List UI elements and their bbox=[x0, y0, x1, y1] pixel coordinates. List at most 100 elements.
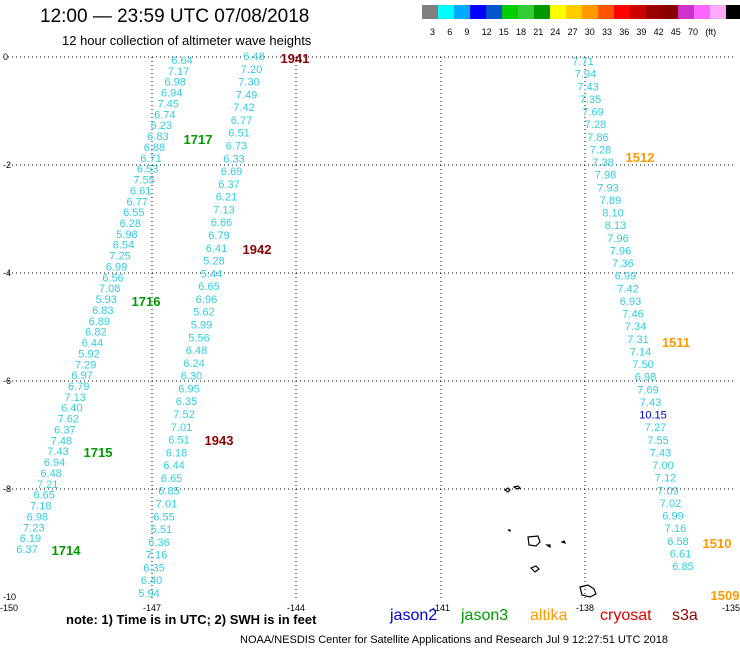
swh-value-label: 7.38 bbox=[592, 157, 613, 169]
pass-time-label: 1717 bbox=[184, 132, 213, 147]
swh-value-label: 7.20 bbox=[241, 64, 262, 76]
footer-credit: NOAA/NESDIS Center for Satellite Applica… bbox=[240, 634, 669, 646]
y-tick-label: -6 bbox=[3, 376, 11, 386]
legend-label: 70 bbox=[688, 27, 699, 37]
swh-value-label: 7.12 bbox=[655, 473, 676, 485]
swh-value-label: 7.01 bbox=[156, 499, 177, 511]
swh-value-label: 6.53 bbox=[137, 164, 158, 176]
swh-value-label: 7.96 bbox=[610, 245, 631, 257]
satellite-label-cryosat: cryosat bbox=[600, 607, 652, 624]
swh-value-label: 6.65 bbox=[161, 473, 182, 485]
swh-value-label: 6.94 bbox=[44, 457, 65, 469]
swh-value-label: 6.51 bbox=[168, 435, 189, 447]
swh-value-label: 7.89 bbox=[600, 195, 621, 207]
swh-value-label: 6.89 bbox=[89, 316, 110, 328]
swh-value-label: 6.71 bbox=[140, 153, 161, 165]
legend-label: 27 bbox=[567, 27, 578, 37]
chart-subtitle: 12 hour collection of altimeter wave hei… bbox=[62, 33, 312, 48]
satellite-label-jason2: jason2 bbox=[390, 607, 438, 624]
swh-value-label: 7.00 bbox=[652, 460, 673, 472]
swh-value-label: 6.37 bbox=[54, 424, 75, 436]
swh-value-label: 6.66 bbox=[211, 217, 232, 229]
legend-label: 45 bbox=[670, 27, 681, 37]
swh-value-label: 7.55 bbox=[133, 175, 154, 187]
swh-value-label: 6.83 bbox=[147, 131, 168, 143]
swh-value-label: 10.15 bbox=[639, 410, 667, 422]
swh-value-label: 7.23 bbox=[23, 522, 44, 534]
swh-value-label: 7.52 bbox=[173, 409, 194, 421]
pass-time-label: 1510 bbox=[703, 536, 732, 551]
swh-value-label: 6.99 bbox=[662, 511, 683, 523]
swh-value-label: 7.09 bbox=[657, 485, 678, 497]
swh-value-label: 7.34 bbox=[625, 321, 646, 333]
swh-value-label: 6.93 bbox=[620, 296, 641, 308]
swh-value-label: 6.99 bbox=[106, 261, 127, 273]
swh-value-label: 6.23 bbox=[151, 120, 172, 132]
swh-value-label: 7.16 bbox=[146, 550, 167, 562]
swh-value-label: 6.73 bbox=[226, 141, 247, 153]
swh-value-label: 6.74 bbox=[154, 109, 175, 121]
pass-time-label: 1714 bbox=[52, 543, 82, 558]
y-tick-label: 0 bbox=[3, 52, 8, 62]
x-tick-label: -141 bbox=[432, 603, 450, 613]
swh-value-label: 6.98 bbox=[164, 77, 185, 89]
legend-swatch bbox=[646, 5, 662, 19]
swh-value-label: 6.64 bbox=[171, 55, 192, 67]
swh-value-label: 6.35 bbox=[143, 562, 164, 574]
swh-value-label: 5.93 bbox=[96, 294, 117, 306]
swh-value-label: 7.86 bbox=[587, 132, 608, 144]
satellite-label-jason3: jason3 bbox=[461, 607, 509, 624]
swh-value-label: 6.97 bbox=[71, 370, 92, 382]
note-text: note: 1) Time is in UTC; 2) SWH is in fe… bbox=[66, 612, 317, 627]
swh-value-label: 6.41 bbox=[206, 243, 227, 255]
legend-swatch bbox=[422, 5, 438, 19]
legend-swatch bbox=[582, 5, 598, 19]
swh-value-label: 6.30 bbox=[181, 371, 202, 383]
legend-swatch bbox=[518, 5, 534, 19]
swh-value-label: 6.95 bbox=[178, 383, 199, 395]
satellite-label-altika: altika bbox=[530, 607, 568, 624]
swh-value-label: 6.69 bbox=[221, 166, 242, 178]
swh-value-label: 8.13 bbox=[605, 220, 626, 232]
swh-value-label: 7.42 bbox=[617, 283, 638, 295]
swh-value-label: 7.01 bbox=[171, 422, 192, 434]
legend-label: 36 bbox=[619, 27, 630, 37]
legend-swatch bbox=[678, 5, 694, 19]
swh-value-label: 5.44 bbox=[201, 268, 222, 280]
swh-value-label: 6.99 bbox=[615, 271, 636, 283]
swh-value-label: 6.79 bbox=[68, 381, 89, 393]
legend-unit: (ft) bbox=[705, 27, 717, 37]
swh-value-label: 7.62 bbox=[58, 414, 79, 426]
legend-swatch bbox=[598, 5, 614, 19]
swh-value-label: 5.51 bbox=[151, 524, 172, 536]
legend-swatch bbox=[726, 5, 740, 19]
legend-label: 18 bbox=[516, 27, 527, 37]
swh-value-label: 5.98 bbox=[116, 229, 137, 241]
legend-label: 33 bbox=[602, 27, 613, 37]
swh-value-label: 6.61 bbox=[130, 185, 151, 197]
swh-value-label: 5.56 bbox=[188, 332, 209, 344]
swh-value-label: 6.44 bbox=[82, 338, 103, 350]
legend-swatch bbox=[630, 5, 646, 19]
swh-value-label: 6.55 bbox=[153, 511, 174, 523]
swh-value-label: 6.77 bbox=[231, 115, 252, 127]
swh-value-label: 7.14 bbox=[630, 346, 651, 358]
pass-time-label: 1511 bbox=[662, 335, 690, 350]
island-outline bbox=[503, 487, 511, 493]
swh-value-label: 7.49 bbox=[236, 89, 257, 101]
satellite-label-s3a: s3a bbox=[672, 607, 698, 624]
pass-time-label: 1512 bbox=[626, 150, 655, 165]
swh-value-label: 5.94 bbox=[138, 588, 159, 600]
swh-value-label: 7.71 bbox=[572, 56, 593, 68]
swh-value-label: 7.08 bbox=[99, 283, 120, 295]
legend-label: 15 bbox=[498, 27, 509, 37]
legend-label: 42 bbox=[653, 27, 664, 37]
swh-value-label: 7.55 bbox=[647, 435, 668, 447]
swh-value-label: 6.37 bbox=[16, 544, 37, 556]
legend-swatch bbox=[710, 5, 726, 19]
y-tick-label: -10 bbox=[3, 592, 16, 602]
island-outline bbox=[527, 535, 541, 547]
swh-value-label: 6.48 bbox=[40, 468, 61, 480]
swh-value-label: 7.21 bbox=[37, 479, 58, 491]
